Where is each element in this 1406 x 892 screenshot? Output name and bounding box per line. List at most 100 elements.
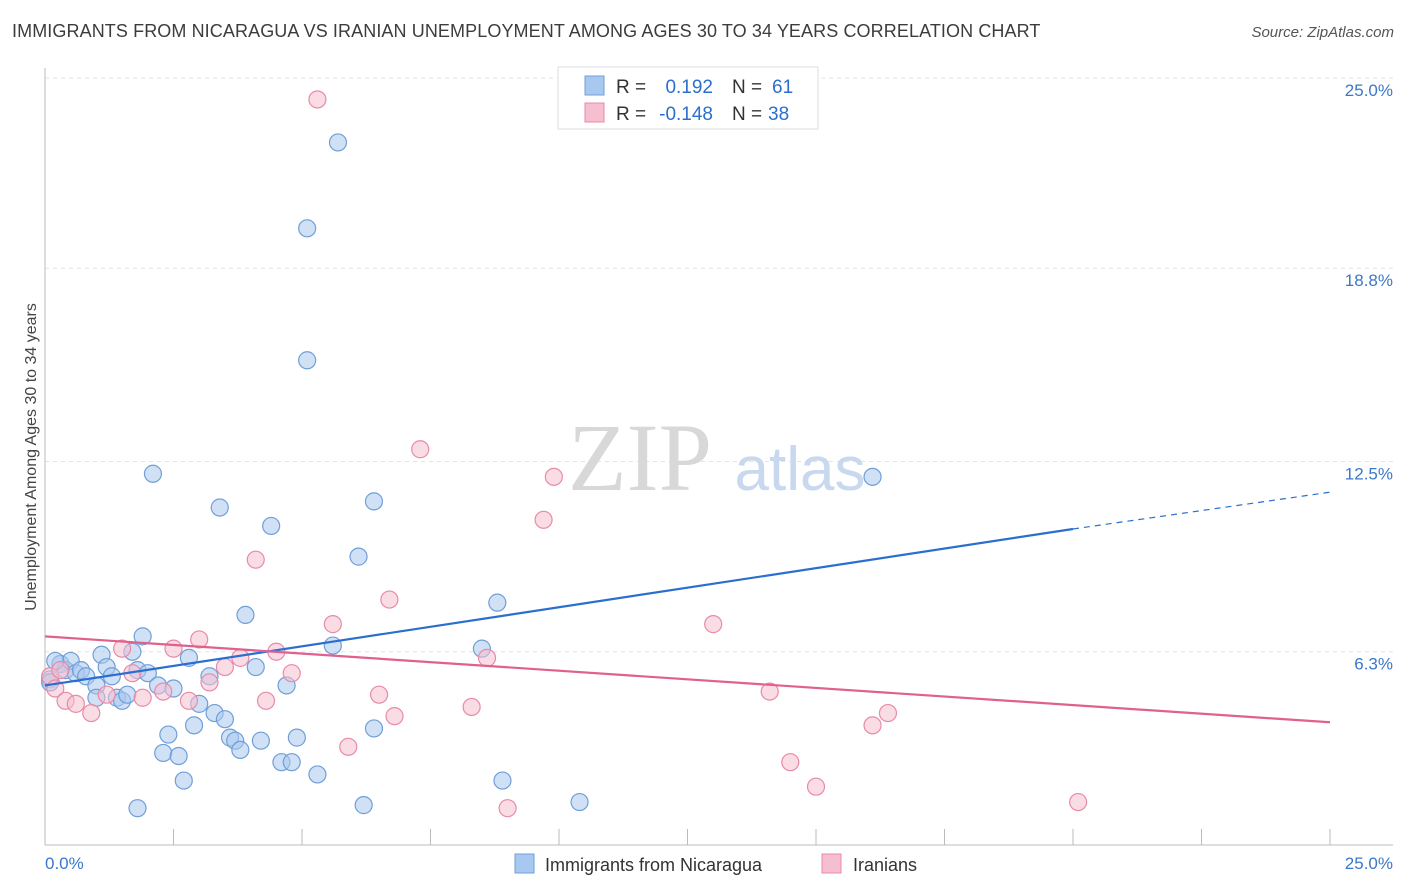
nicaragua-point — [308, 765, 327, 784]
legend-n-label-blue: N = — [732, 77, 762, 98]
trend-lines — [44, 491, 1331, 724]
iranians-point — [411, 440, 430, 459]
nicaragua-point — [488, 593, 507, 612]
legend-n-label-pink: N = — [732, 104, 762, 125]
iranians-point — [380, 590, 399, 609]
watermark-atlas: atlas — [735, 435, 866, 504]
iranians-point — [231, 648, 250, 667]
nicaragua-point — [282, 753, 301, 772]
nicaragua-point — [184, 716, 204, 735]
legend-r-label-pink: R = — [616, 104, 646, 125]
y-tick-label: 25.0% — [1345, 81, 1393, 100]
iranians-point — [462, 697, 481, 717]
legend-r-label-blue: R = — [616, 77, 646, 98]
iranians-point — [1069, 792, 1088, 812]
nicaragua-point — [128, 799, 147, 818]
series-legend: Immigrants from Nicaragua Iranians — [514, 853, 917, 875]
iranians-point — [477, 648, 497, 667]
nicaragua-point — [364, 719, 384, 738]
iranians-point — [781, 753, 800, 772]
legend-blue-swatch — [584, 75, 605, 96]
nicaragua-point — [493, 771, 512, 790]
iranians-point — [760, 682, 779, 701]
legend-iranians-label: Iranians — [853, 855, 917, 875]
iranians-point — [385, 707, 404, 726]
iranians-point — [878, 703, 898, 723]
watermark-zip: ZIP — [568, 404, 712, 511]
iranians-point — [82, 703, 101, 723]
nicaragua-point — [287, 728, 306, 747]
nicaragua-point — [169, 746, 188, 766]
iranians-point — [51, 661, 70, 680]
nicaragua-trend-extension — [1072, 491, 1331, 530]
iranians-point — [179, 691, 199, 710]
source-label: Source: ZipAtlas.com — [1251, 24, 1394, 41]
iranians-point — [534, 510, 553, 529]
nicaragua-point — [298, 351, 317, 370]
y-tick-label: 12.5% — [1345, 465, 1393, 484]
iranians-point — [200, 673, 219, 692]
legend-nicaragua-swatch — [514, 853, 535, 874]
legend-r-value-pink: -0.148 — [659, 104, 713, 125]
nicaragua-point — [231, 740, 250, 759]
iranians-point — [323, 615, 342, 634]
nicaragua-point — [570, 792, 589, 812]
stats-legend: R = 0.192 N = 61 R = -0.148 N = 38 — [557, 66, 819, 130]
iranians-trend-line — [44, 635, 1331, 724]
iranians-point — [246, 550, 265, 569]
nicaragua-point — [236, 605, 255, 625]
iranians-point — [498, 799, 517, 818]
legend-pink-swatch — [584, 102, 605, 123]
iranians-point — [308, 90, 327, 109]
iranians-point — [863, 716, 882, 735]
iranians-point — [282, 664, 301, 683]
legend-r-value-blue: 0.192 — [665, 77, 713, 98]
axes — [44, 68, 1393, 846]
y-tick-labels: 6.3% 12.5% 18.8% 25.0% — [1345, 81, 1393, 674]
y-tick-label: 18.8% — [1345, 271, 1393, 290]
legend-n-value-blue: 61 — [772, 77, 793, 98]
iranians-point — [133, 688, 152, 707]
nicaragua-point — [323, 636, 342, 655]
nicaragua-point — [143, 464, 163, 483]
nicaragua-point — [246, 657, 265, 677]
nicaragua-point — [251, 731, 270, 750]
nicaragua-point — [262, 516, 281, 536]
nicaragua-point — [159, 725, 178, 744]
nicaragua-point — [133, 627, 152, 646]
iranians-point — [190, 630, 209, 649]
iranians-point — [215, 657, 234, 677]
nicaragua-point — [174, 771, 193, 790]
nicaragua-point — [215, 710, 234, 729]
nicaragua-point — [863, 467, 882, 486]
legend-iranians-label-swatch — [821, 853, 842, 874]
nicaragua-point — [210, 498, 229, 517]
legend-n-value-pink: 38 — [768, 104, 789, 125]
iranians-point — [154, 682, 173, 701]
nicaragua-point — [354, 796, 373, 815]
chart-title: IMMIGRANTS FROM NICARAGUA VS IRANIAN UNE… — [12, 21, 1041, 41]
legend-nicaragua-label: Immigrants from Nicaragua — [545, 855, 763, 875]
iranians-point — [806, 777, 826, 796]
y-axis-label: Unemployment Among Ages 30 to 34 years — [23, 303, 40, 611]
x-tick-label-max: 25.0% — [1345, 854, 1393, 873]
nicaragua-point — [298, 219, 317, 238]
iranians-point — [544, 467, 563, 486]
nicaragua-point — [364, 492, 384, 511]
series-nicaragua-points — [41, 133, 882, 818]
iranians-point — [112, 639, 132, 658]
iranians-point — [66, 694, 85, 713]
iranians-point — [256, 691, 276, 710]
iranians-point — [339, 737, 358, 756]
iranians-point — [97, 685, 116, 704]
nicaragua-point — [328, 133, 348, 152]
nicaragua-trend-line — [44, 527, 1074, 687]
iranians-point — [704, 615, 723, 634]
iranians-point — [370, 685, 389, 704]
grid-lines — [45, 77, 1393, 653]
nicaragua-point — [154, 743, 173, 763]
nicaragua-point — [118, 685, 137, 704]
y-tick-label: 6.3% — [1354, 655, 1393, 674]
iranians-point — [164, 639, 183, 658]
